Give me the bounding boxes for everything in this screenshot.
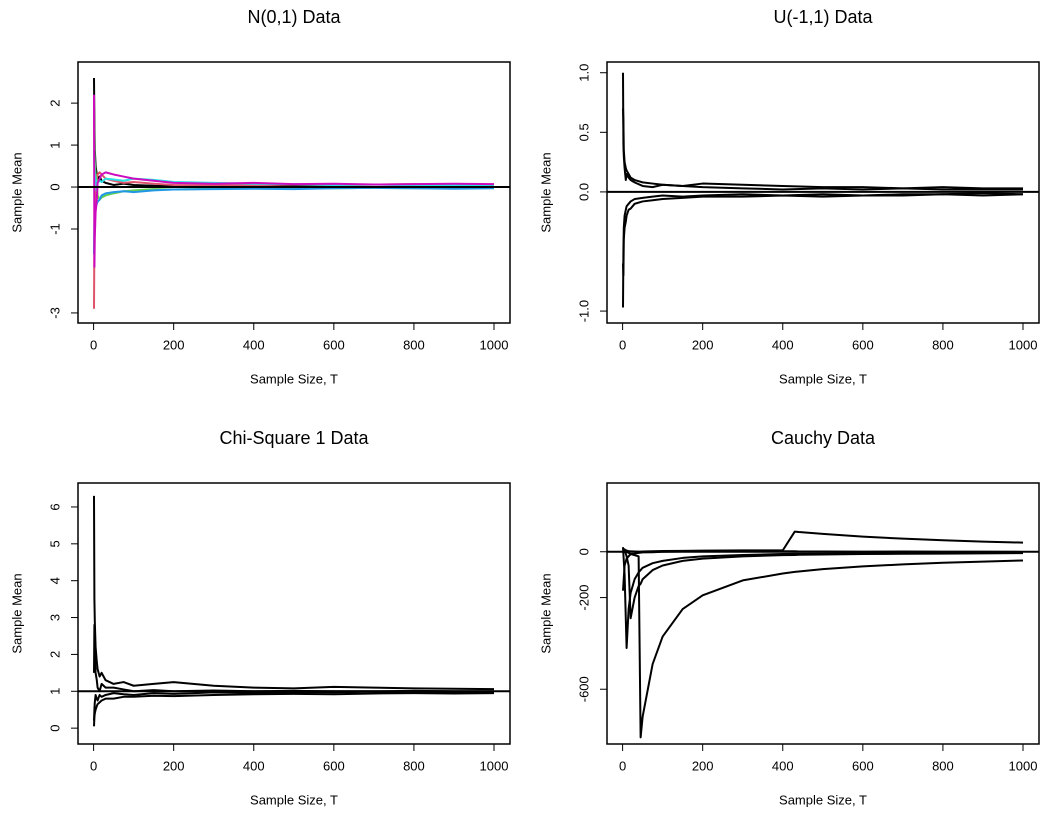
x-axis-label: Sample Size, T [779, 371, 867, 386]
x-tick-label: 200 [163, 758, 185, 773]
x-tick-label: 600 [852, 337, 874, 352]
plot-frame [606, 482, 1040, 745]
series-line [93, 94, 495, 268]
x-tick-label: 800 [932, 337, 954, 352]
y-tick-label: 2 [47, 651, 62, 658]
x-tick-label: 1000 [480, 337, 509, 352]
panel-title: U(-1,1) Data [773, 7, 873, 27]
series-group [622, 530, 1024, 739]
y-tick-label: 6 [47, 503, 62, 510]
panel-title: Chi-Square 1 Data [219, 428, 369, 448]
y-tick-label: 1.0 [576, 64, 591, 82]
x-tick-label: 1000 [1009, 337, 1038, 352]
plot-frame [77, 482, 511, 745]
x-tick-label: 0 [90, 337, 97, 352]
panel: N(0,1) Data Sample Size, T Sample Mean 0 200… [9, 7, 511, 386]
x-tick-label: 400 [772, 758, 794, 773]
y-tick-label: 0.0 [576, 183, 591, 201]
x-tick-label: 0 [619, 758, 626, 773]
series-line [93, 186, 495, 255]
x-tick-label: 200 [163, 337, 185, 352]
y-tick-label: -600 [576, 676, 591, 702]
y-tick-label: 1 [47, 141, 62, 148]
y-tick-label: 0.5 [576, 123, 591, 141]
y-tick-label: -1.0 [576, 300, 591, 322]
y-axis-label: Sample Mean [9, 573, 24, 653]
x-tick-label: 400 [772, 337, 794, 352]
y-tick-label: 0 [47, 725, 62, 732]
y-tick-label: -3 [47, 307, 62, 319]
x-tick-label: 1000 [1009, 758, 1038, 773]
series-line [622, 72, 1023, 191]
series-line [93, 623, 494, 693]
y-tick-label: 5 [47, 540, 62, 547]
x-tick-label: 1000 [480, 758, 509, 773]
x-axis-label: Sample Size, T [250, 792, 338, 807]
y-axis-label: Sample Mean [9, 152, 24, 232]
y-tick-label: 4 [47, 577, 62, 584]
series-line [622, 192, 1024, 308]
y-tick-label: 3 [47, 614, 62, 621]
series-group [93, 77, 495, 309]
panel: U(-1,1) Data Sample Size, T Sample Mean 0 20… [538, 7, 1040, 386]
x-tick-label: 800 [403, 337, 425, 352]
series-group [622, 72, 1024, 308]
x-tick-label: 400 [243, 337, 265, 352]
y-axis-label: Sample Mean [538, 152, 553, 232]
x-tick-label: 800 [932, 758, 954, 773]
x-tick-label: 200 [692, 758, 714, 773]
y-tick-label: 0 [47, 183, 62, 190]
series-line [622, 193, 1024, 277]
y-axis-label: Sample Mean [538, 573, 553, 653]
panel-title: N(0,1) Data [247, 7, 341, 27]
y-tick-label: -200 [576, 585, 591, 611]
panel-title: Cauchy Data [771, 428, 876, 448]
x-tick-label: 600 [852, 758, 874, 773]
series-line [622, 530, 1024, 554]
series-line [622, 108, 1023, 190]
x-tick-label: 0 [90, 758, 97, 773]
series-line [622, 547, 1024, 620]
plot-frame [606, 61, 1040, 324]
series-line [93, 495, 495, 691]
panel: Chi-Square 1 Data Sample Size, T Sample Me… [9, 428, 511, 807]
x-tick-label: 800 [403, 758, 425, 773]
x-tick-label: 0 [619, 337, 626, 352]
x-axis-label: Sample Size, T [250, 371, 338, 386]
x-tick-label: 200 [692, 337, 714, 352]
y-tick-label: -1 [47, 223, 62, 235]
y-tick-label: 2 [47, 100, 62, 107]
y-tick-label: 1 [47, 688, 62, 695]
plot-frame [77, 61, 511, 324]
x-tick-label: 600 [323, 337, 345, 352]
panel: Cauchy Data Sample Size, T Sample Mean 0 200… [538, 428, 1040, 807]
x-tick-label: 400 [243, 758, 265, 773]
y-tick-label: 0 [576, 548, 591, 555]
series-line [93, 692, 495, 727]
x-axis-label: Sample Size, T [779, 792, 867, 807]
series-line [93, 77, 494, 189]
x-tick-label: 600 [323, 758, 345, 773]
series-line [622, 548, 1024, 739]
series-line [93, 171, 494, 309]
